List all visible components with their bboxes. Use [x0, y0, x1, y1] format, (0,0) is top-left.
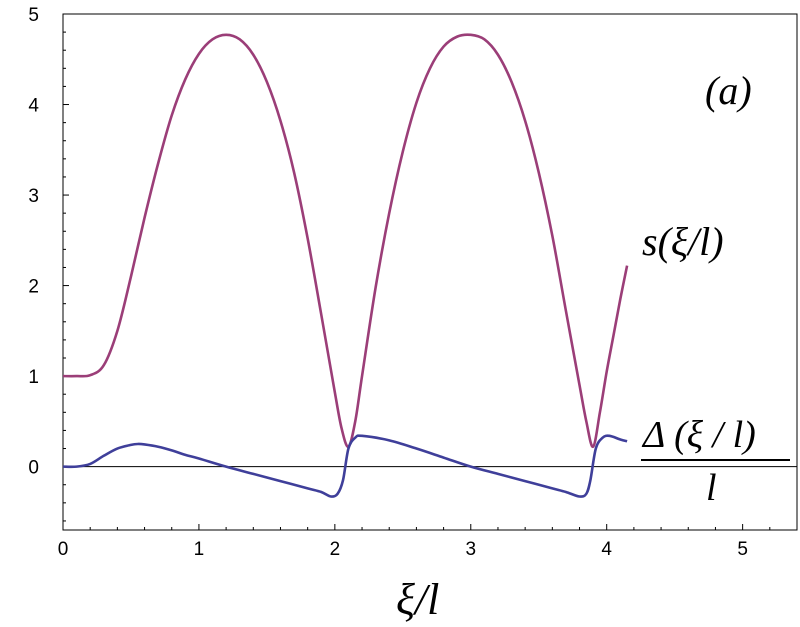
y-tick-label: 5 [28, 5, 39, 26]
series-label-delta-denominator: l [706, 467, 717, 509]
panel-label: (a) [705, 68, 752, 113]
x-tick-label: 2 [330, 539, 341, 560]
series-layer [62, 33, 629, 498]
x-tick-label: 1 [194, 539, 205, 560]
y-tick-label: 0 [28, 458, 39, 479]
series-line-s [62, 33, 629, 449]
series-line-delta [62, 434, 628, 498]
y-tick-label: 2 [28, 277, 39, 298]
y-tick-label: 3 [28, 186, 39, 207]
series-label-delta-numerator: Δ (ξ / l) [641, 414, 756, 456]
x-tick-label: 5 [737, 539, 748, 560]
x-tick-label: 3 [465, 539, 476, 560]
x-tick-label: 0 [58, 539, 69, 560]
plot-frame [62, 13, 798, 531]
x-tick-label: 4 [601, 539, 612, 560]
y-tick-label: 1 [28, 367, 39, 388]
y-axis-ticks: 0 1 2 3 4 5 [28, 5, 69, 522]
x-axis-ticks: 0 1 2 3 4 5 [58, 524, 771, 560]
x-axis-label: ξ/l [396, 575, 439, 624]
y-tick-label: 4 [28, 96, 39, 117]
series-label-s: s(ξ/l) [642, 219, 724, 264]
